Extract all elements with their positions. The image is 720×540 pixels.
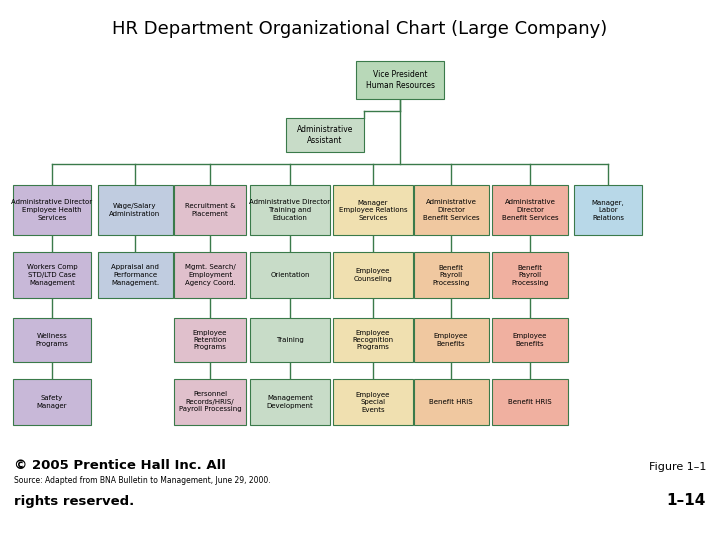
FancyBboxPatch shape bbox=[574, 185, 642, 235]
Text: rights reserved.: rights reserved. bbox=[14, 495, 134, 508]
FancyBboxPatch shape bbox=[174, 185, 246, 235]
Text: Benefit HRIS: Benefit HRIS bbox=[508, 399, 552, 405]
Text: Employee
Retention
Programs: Employee Retention Programs bbox=[193, 329, 228, 350]
Text: Personnel
Records/HRIS/
Payroll Processing: Personnel Records/HRIS/ Payroll Processi… bbox=[179, 392, 241, 413]
FancyBboxPatch shape bbox=[286, 118, 364, 152]
Text: Employee
Special
Events: Employee Special Events bbox=[356, 392, 390, 413]
Text: Source: Adapted from BNA Bulletin to Management, June 29, 2000.: Source: Adapted from BNA Bulletin to Man… bbox=[14, 476, 271, 485]
FancyBboxPatch shape bbox=[174, 252, 246, 298]
Text: Benefit HRIS: Benefit HRIS bbox=[429, 399, 473, 405]
FancyBboxPatch shape bbox=[333, 379, 413, 425]
FancyBboxPatch shape bbox=[492, 185, 568, 235]
Text: Wage/Salary
Administration: Wage/Salary Administration bbox=[109, 203, 161, 217]
Text: Employee
Benefits: Employee Benefits bbox=[434, 333, 468, 347]
Text: HR Department Organizational Chart (Large Company): HR Department Organizational Chart (Larg… bbox=[112, 20, 608, 38]
Text: Workers Comp
STD/LTD Case
Management: Workers Comp STD/LTD Case Management bbox=[27, 265, 77, 286]
Text: Administrative
Assistant: Administrative Assistant bbox=[297, 125, 354, 145]
Text: Benefit
Payroll
Processing: Benefit Payroll Processing bbox=[433, 265, 469, 286]
FancyBboxPatch shape bbox=[413, 185, 488, 235]
FancyBboxPatch shape bbox=[13, 252, 91, 298]
FancyBboxPatch shape bbox=[333, 318, 413, 362]
Text: Administrative Director
Employee Health
Services: Administrative Director Employee Health … bbox=[12, 199, 93, 220]
Text: Manager
Employee Relations
Services: Manager Employee Relations Services bbox=[338, 199, 408, 220]
Text: Orientation: Orientation bbox=[270, 272, 310, 278]
FancyBboxPatch shape bbox=[333, 185, 413, 235]
FancyBboxPatch shape bbox=[97, 252, 173, 298]
FancyBboxPatch shape bbox=[492, 318, 568, 362]
Text: Employee
Benefits: Employee Benefits bbox=[513, 333, 547, 347]
FancyBboxPatch shape bbox=[174, 379, 246, 425]
FancyBboxPatch shape bbox=[250, 318, 330, 362]
FancyBboxPatch shape bbox=[492, 252, 568, 298]
Text: Mgmt. Search/
Employment
Agency Coord.: Mgmt. Search/ Employment Agency Coord. bbox=[184, 265, 235, 286]
FancyBboxPatch shape bbox=[492, 379, 568, 425]
FancyBboxPatch shape bbox=[13, 318, 91, 362]
Text: Appraisal and
Performance
Management.: Appraisal and Performance Management. bbox=[111, 265, 159, 286]
Text: Figure 1–1: Figure 1–1 bbox=[649, 462, 706, 472]
Text: Management
Development: Management Development bbox=[266, 395, 313, 409]
Text: Training: Training bbox=[276, 337, 304, 343]
FancyBboxPatch shape bbox=[333, 252, 413, 298]
Text: Recruitment &
Placement: Recruitment & Placement bbox=[185, 203, 235, 217]
FancyBboxPatch shape bbox=[97, 185, 173, 235]
FancyBboxPatch shape bbox=[413, 379, 488, 425]
Text: 1–14: 1–14 bbox=[667, 493, 706, 508]
Text: Safety
Manager: Safety Manager bbox=[37, 395, 67, 409]
FancyBboxPatch shape bbox=[250, 379, 330, 425]
Text: Administrative Director
Training and
Education: Administrative Director Training and Edu… bbox=[249, 199, 330, 220]
FancyBboxPatch shape bbox=[13, 185, 91, 235]
FancyBboxPatch shape bbox=[413, 252, 488, 298]
Text: © 2005 Prentice Hall Inc. All: © 2005 Prentice Hall Inc. All bbox=[14, 459, 226, 472]
Text: Benefit
Payroll
Processing: Benefit Payroll Processing bbox=[511, 265, 549, 286]
Text: Administrative
Director
Benefit Services: Administrative Director Benefit Services bbox=[502, 199, 558, 220]
Text: Administrative
Director
Benefit Services: Administrative Director Benefit Services bbox=[423, 199, 480, 220]
FancyBboxPatch shape bbox=[250, 252, 330, 298]
Text: Employee
Counseling: Employee Counseling bbox=[354, 268, 392, 282]
FancyBboxPatch shape bbox=[174, 318, 246, 362]
FancyBboxPatch shape bbox=[413, 318, 488, 362]
Text: Employee
Recognition
Programs: Employee Recognition Programs bbox=[352, 329, 394, 350]
FancyBboxPatch shape bbox=[250, 185, 330, 235]
Text: Wellness
Programs: Wellness Programs bbox=[35, 333, 68, 347]
FancyBboxPatch shape bbox=[13, 379, 91, 425]
Text: Manager,
Labor
Relations: Manager, Labor Relations bbox=[592, 199, 624, 220]
FancyBboxPatch shape bbox=[356, 61, 444, 99]
Text: Vice President
Human Resources: Vice President Human Resources bbox=[366, 70, 434, 90]
